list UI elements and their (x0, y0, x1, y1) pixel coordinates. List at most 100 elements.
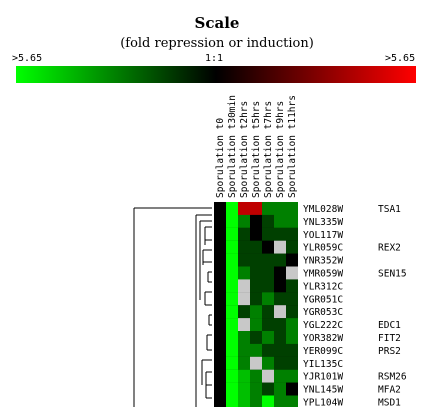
heatmap-cell (286, 382, 298, 396)
heatmap-cell (262, 369, 274, 383)
heatmap-cell (250, 356, 262, 370)
row-orf-label: YNL335W (303, 217, 343, 228)
column-label: Sporulation t5hrs (251, 101, 262, 198)
heatmap-cell (214, 202, 226, 215)
heatmap-cell (238, 318, 250, 332)
heatmap-cell (226, 382, 238, 396)
heatmap-cell (274, 305, 286, 319)
heatmap-grid (214, 202, 298, 407)
column-label: Sporulation t9hrs (275, 101, 286, 198)
row-gene-label: PRS2 (378, 346, 401, 357)
heatmap-cell (226, 331, 238, 344)
heatmap-cell (286, 369, 298, 383)
heatmap-cell (238, 253, 250, 267)
heatmap-cell (286, 214, 298, 228)
heatmap-cell (226, 214, 238, 228)
heatmap-cell (274, 202, 286, 215)
heatmap-cell (226, 227, 238, 241)
row-orf-label: YER099C (303, 346, 343, 357)
scale-subtitle: (fold repression or induction) (120, 36, 314, 51)
row-gene-label: SEN15 (378, 269, 407, 280)
heatmap-cell (274, 331, 286, 344)
heatmap-cell (214, 343, 226, 357)
row-orf-label: YMR059W (303, 269, 343, 280)
heatmap-cell (214, 227, 226, 241)
scale-min-label: >5.65 (12, 53, 43, 64)
heatmap-cell (214, 214, 226, 228)
heatmap-cell (238, 292, 250, 306)
row-orf-label: YNL145W (303, 385, 343, 396)
heatmap-cell (214, 382, 226, 396)
heatmap-cell (262, 343, 274, 357)
color-scale-bar (16, 66, 416, 83)
heatmap-cell (274, 318, 286, 332)
column-labels: Sporulation t0 Sporulation t30min Sporulat… (215, 95, 298, 198)
heatmap-cell (214, 305, 226, 319)
heatmap-cell (262, 227, 274, 241)
column-label: Sporulation t2hrs (239, 101, 250, 198)
heatmap-cell (274, 279, 286, 293)
heatmap-cell (238, 279, 250, 293)
heatmap-cell (214, 253, 226, 267)
heatmap-cell (250, 318, 262, 332)
heatmap-cell (226, 253, 238, 267)
heatmap-cell (250, 395, 262, 407)
row-orf-label: YOR382W (303, 333, 343, 344)
row-orf-label: YNR352W (303, 256, 343, 267)
heatmap-cell (250, 240, 262, 254)
heatmap-cell (238, 382, 250, 396)
heatmap-cell (226, 292, 238, 306)
heatmap-cell (238, 305, 250, 319)
heatmap-cell (262, 240, 274, 254)
row-orf-label: YGR053C (303, 307, 343, 318)
heatmap-cell (214, 395, 226, 407)
scale-max-label: >5.65 (385, 53, 416, 64)
heatmap-cell (286, 292, 298, 306)
heatmap-cell (286, 279, 298, 293)
row-gene-label: REX2 (378, 243, 401, 254)
heatmap-cell (250, 343, 262, 357)
heatmap-cell (286, 318, 298, 332)
row-orf-label: YOL117W (303, 230, 343, 241)
heatmap-cell (238, 240, 250, 254)
heatmap-cell (274, 266, 286, 280)
heatmap-cell (262, 292, 274, 306)
heatmap-cell (274, 343, 286, 357)
heatmap-cell (226, 266, 238, 280)
heatmap-cell (286, 202, 298, 215)
heatmap-cell (250, 279, 262, 293)
heatmap-cell (226, 318, 238, 332)
heatmap-cell (250, 305, 262, 319)
column-label: Sporulation t7hrs (263, 101, 274, 198)
row-gene-label: MFA2 (378, 385, 401, 396)
heatmap-cell (262, 214, 274, 228)
row-orf-label: YJR101W (303, 372, 343, 383)
heatmap-cell (262, 305, 274, 319)
heatmap-cell (262, 395, 274, 407)
row-orf-label: YGR051C (303, 294, 343, 305)
heatmap-cell (274, 369, 286, 383)
heatmap-cell (226, 395, 238, 407)
heatmap-cell (226, 202, 238, 215)
heatmap-cell (226, 240, 238, 254)
heatmap-cell (262, 331, 274, 344)
row-orf-label: YIL135C (303, 359, 343, 370)
heatmap-cell (286, 395, 298, 407)
heatmap-cell (262, 266, 274, 280)
heatmap-cell (214, 331, 226, 344)
heatmap-cell (262, 253, 274, 267)
heatmap-cell (262, 279, 274, 293)
heatmap-cell (250, 214, 262, 228)
heatmap-cell (226, 356, 238, 370)
heatmap-cell (274, 382, 286, 396)
row-orf-label: YPL104W (303, 398, 343, 407)
scale-mid-label: 1:1 (205, 53, 224, 64)
row-gene-label: FIT2 (378, 333, 401, 344)
row-gene-label: MSD1 (378, 398, 401, 407)
heatmap-cell (214, 292, 226, 306)
column-label: Sporulation t0 (215, 118, 226, 198)
heatmap-cell (214, 356, 226, 370)
heatmap-cell (250, 253, 262, 267)
heatmap-cell (226, 279, 238, 293)
